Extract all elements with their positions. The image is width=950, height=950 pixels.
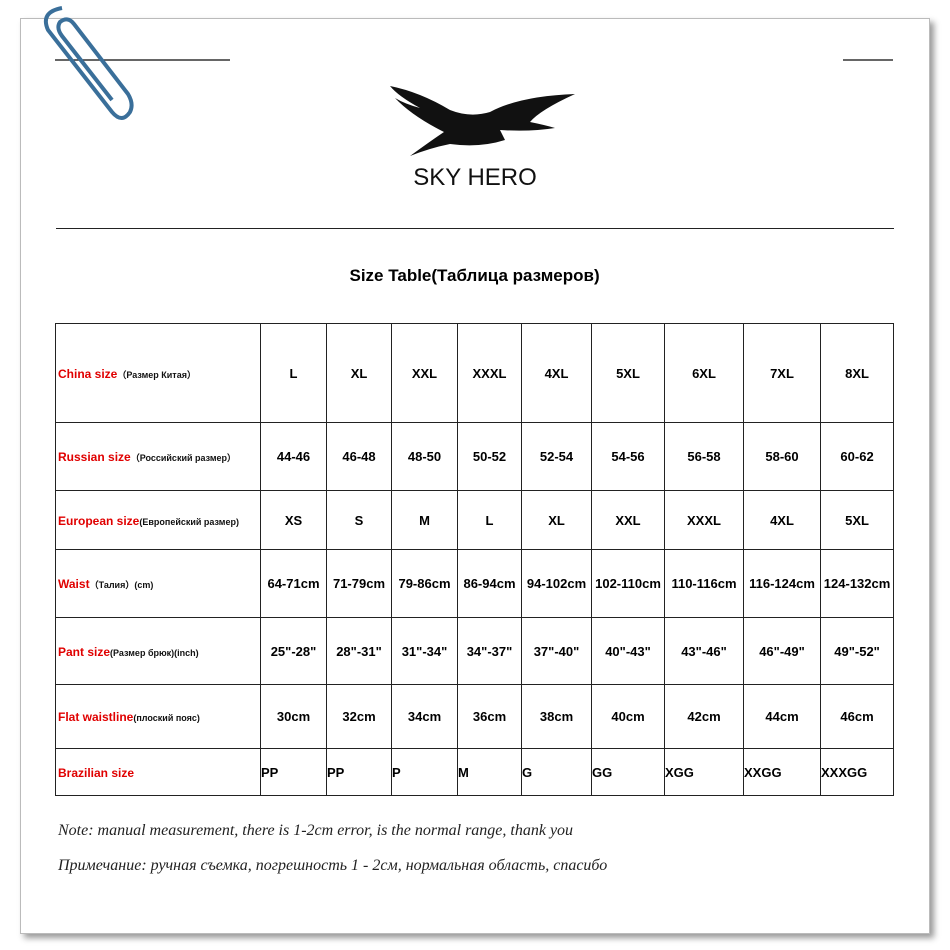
cell: XGG (664, 748, 744, 796)
cell: 79-86cm (391, 549, 458, 618)
note: Note: manual measurement, there is 1-2cm… (58, 822, 574, 839)
row-label: China size（Размер Китая） (55, 323, 261, 423)
cell: 52-54 (521, 422, 592, 491)
cell: 60-62 (819, 422, 895, 491)
cell: 48-50 (391, 422, 458, 491)
cell: 40"-43" (591, 617, 665, 685)
cell: 116-124cm (743, 549, 821, 618)
cell: PP (326, 748, 392, 796)
cell: 124-132cm (819, 549, 895, 618)
cell: XS (260, 490, 327, 550)
note: Примечание: ручная съемка, погрешность 1… (58, 857, 608, 874)
cell: 64-71cm (260, 549, 327, 618)
cell: 102-110cm (591, 549, 665, 618)
table-row: China size（Размер Китая） L XL XXL XXXL 4XL 5XL… (55, 323, 895, 423)
cell: P (391, 748, 458, 796)
row-label: Waist（Талия）(cm) (55, 549, 261, 618)
cell: XL (521, 490, 592, 550)
cell: XXXGG (819, 748, 895, 796)
table-row: Waist（Талия）(cm) 64-71cm 71-79cm 79-86cm 86-… (55, 549, 895, 618)
cell: GG (591, 748, 665, 796)
cell: 25"-28" (260, 617, 327, 685)
label-en: European size (58, 513, 140, 528)
cell: XL (326, 323, 392, 423)
table-row: Flat waistline(плоский пояс) 30cm 32cm 34cm… (55, 684, 895, 749)
label-en: Brazilian size (58, 765, 135, 780)
cell: 40cm (591, 684, 665, 749)
label-en: Waist (58, 577, 90, 591)
frame (20, 18, 930, 934)
cell: 44cm (743, 684, 821, 749)
cell: 4XL (521, 323, 592, 423)
cell: XXL (591, 490, 665, 550)
label-ru: （Размер Китая） (117, 369, 196, 380)
size-table: Size Table(Таблица размеров) China size（Р… (55, 228, 895, 796)
decor (43, 6, 893, 156)
cell: XXXL (457, 323, 522, 423)
table-row: European size(Европейский размер) XS S M L XL… (55, 490, 895, 550)
label-ru: （Талия）(cm) (89, 580, 154, 590)
cell: 6XL (664, 323, 744, 423)
cell: 28"-31" (326, 617, 392, 685)
label-en: Pant size (58, 644, 111, 659)
cell: 58-60 (743, 422, 821, 491)
label-ru: （Российский размер） (130, 453, 237, 463)
cell: 110-116cm (664, 549, 744, 618)
cell: 49"-52" (819, 617, 895, 685)
cell: 94-102cm (521, 549, 592, 618)
row-label: Pant size(Размер брюк)(inch) (55, 617, 261, 685)
row-label: Brazilian size (55, 748, 261, 796)
table-row: Pant size(Размер брюк)(inch) 25"-28" 28"-3… (55, 617, 895, 685)
cell: 34cm (391, 684, 458, 749)
cell: 54-56 (591, 422, 665, 491)
label-en: China size (58, 366, 118, 381)
cell: 31"-34" (391, 617, 458, 685)
label-ru: (Размер брюк)(inch) (110, 647, 199, 658)
cell: 36cm (457, 684, 522, 749)
table-row: Brazilian size PP PP P M G GG XGG XXGG XXXGG (55, 748, 895, 796)
row-label: European size(Европейский размер) (55, 490, 261, 550)
cell: M (391, 490, 458, 550)
cell: 43"-46" (664, 617, 744, 685)
brand: SKY HERO (413, 164, 537, 191)
label-en: Russian size (58, 450, 131, 464)
cell: 42cm (664, 684, 744, 749)
cell: 34"-37" (457, 617, 522, 685)
cell: 46"-49" (743, 617, 821, 685)
cell: 46-48 (326, 422, 392, 491)
cell: 4XL (743, 490, 821, 550)
cell: XXGG (743, 748, 821, 796)
cell: XXXL (664, 490, 744, 550)
cell: 37"-40" (521, 617, 592, 685)
cell: 30cm (260, 684, 327, 749)
cell: L (260, 323, 327, 423)
cell: 32cm (326, 684, 392, 749)
label-ru: (Европейский размер) (139, 516, 239, 527)
cell: XXL (391, 323, 458, 423)
cell: 5XL (819, 490, 895, 550)
cell: 46cm (819, 684, 895, 749)
row-label: Flat waistline(плоский пояс) (55, 684, 261, 749)
cell: 71-79cm (326, 549, 392, 618)
cell: 7XL (743, 323, 821, 423)
cell: G (521, 748, 592, 796)
cell: PP (260, 748, 327, 796)
table-title: Size Table(Таблица размеров) (55, 228, 894, 324)
cell: 44-46 (260, 422, 327, 491)
cell: 8XL (819, 323, 895, 423)
row-label: Russian size（Российский размер） (55, 422, 261, 491)
cell: L (457, 490, 522, 550)
cell: M (457, 748, 522, 796)
label-en: Flat waistline (58, 710, 134, 724)
cell: 86-94cm (457, 549, 522, 618)
cell: S (326, 490, 392, 550)
cell: 50-52 (457, 422, 522, 491)
table-row: Russian size（Российский размер） 44-46 46-4… (55, 422, 895, 491)
cell: 56-58 (664, 422, 744, 491)
cell: 5XL (591, 323, 665, 423)
cell: 38cm (521, 684, 592, 749)
label-ru: (плоский пояс) (133, 713, 200, 723)
